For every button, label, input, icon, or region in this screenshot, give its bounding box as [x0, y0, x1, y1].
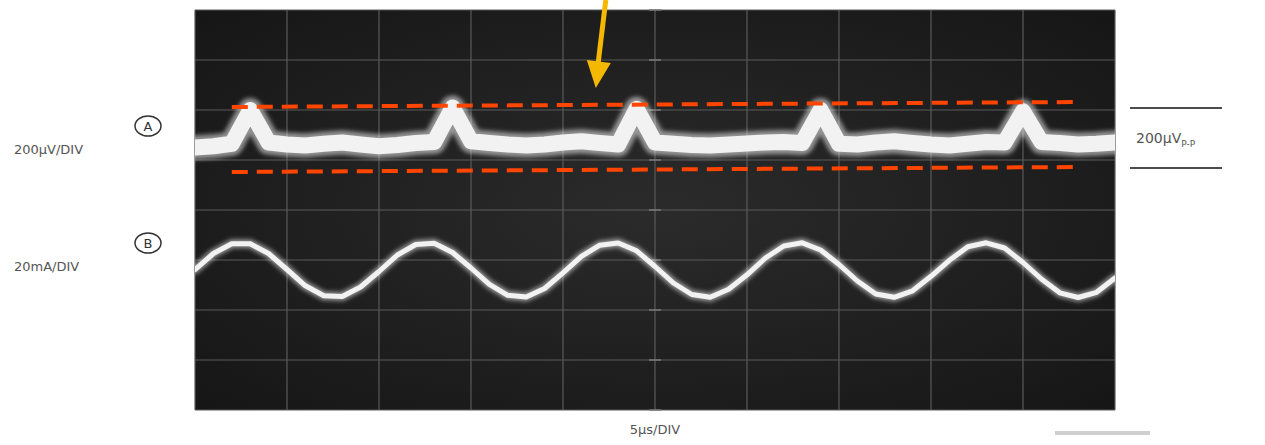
trace [195, 243, 1115, 298]
chart: 200μVP-P A 200μV/DIV B 20mA/DIV 5μs/DIV [0, 0, 1265, 445]
ref-label-sub: P-P [1181, 139, 1195, 149]
grid-line-y [195, 9, 1115, 10]
grid-line-y [195, 159, 1115, 160]
plot-area [195, 102, 1115, 298]
channel-name: A [144, 119, 153, 134]
ref-line [1130, 167, 1222, 169]
ref-line [1130, 107, 1222, 109]
tick-y2 [649, 209, 661, 211]
tick-y2 [649, 359, 661, 361]
trace-glow [195, 243, 1115, 298]
grid-line-y [195, 259, 1115, 260]
tick-y2 [649, 59, 661, 61]
screen [195, 10, 1115, 410]
channel-name: B [144, 236, 153, 251]
tick-y2 [649, 309, 661, 311]
grid-line-y [195, 109, 1115, 110]
grid-line-y [195, 309, 1115, 310]
arrow-shaft [598, 0, 606, 66]
grid-line-y [195, 409, 1115, 410]
channel-circle [135, 233, 161, 253]
ref-label-text: 200μV [1136, 130, 1182, 146]
ref-label: 200μVP-P [1136, 130, 1196, 149]
channel-circle [135, 116, 161, 136]
tick-y2 [649, 9, 661, 11]
trace-glow [195, 108, 1115, 148]
limit-line [232, 102, 1078, 107]
trace [195, 108, 1115, 148]
grid-line-y [195, 209, 1115, 210]
grid-line-y [195, 359, 1115, 360]
decor-bar [1055, 431, 1150, 435]
channel-scale: 200μV/DIV [14, 142, 83, 157]
grid-line-y [195, 59, 1115, 60]
grid [195, 10, 1115, 410]
tick-y2 [649, 409, 661, 411]
limit-line [232, 167, 1078, 172]
tick-y2 [649, 159, 661, 161]
arrow-head [587, 60, 611, 88]
x-label: 5μs/DIV [630, 422, 681, 437]
channel-scale: 20mA/DIV [14, 259, 79, 274]
